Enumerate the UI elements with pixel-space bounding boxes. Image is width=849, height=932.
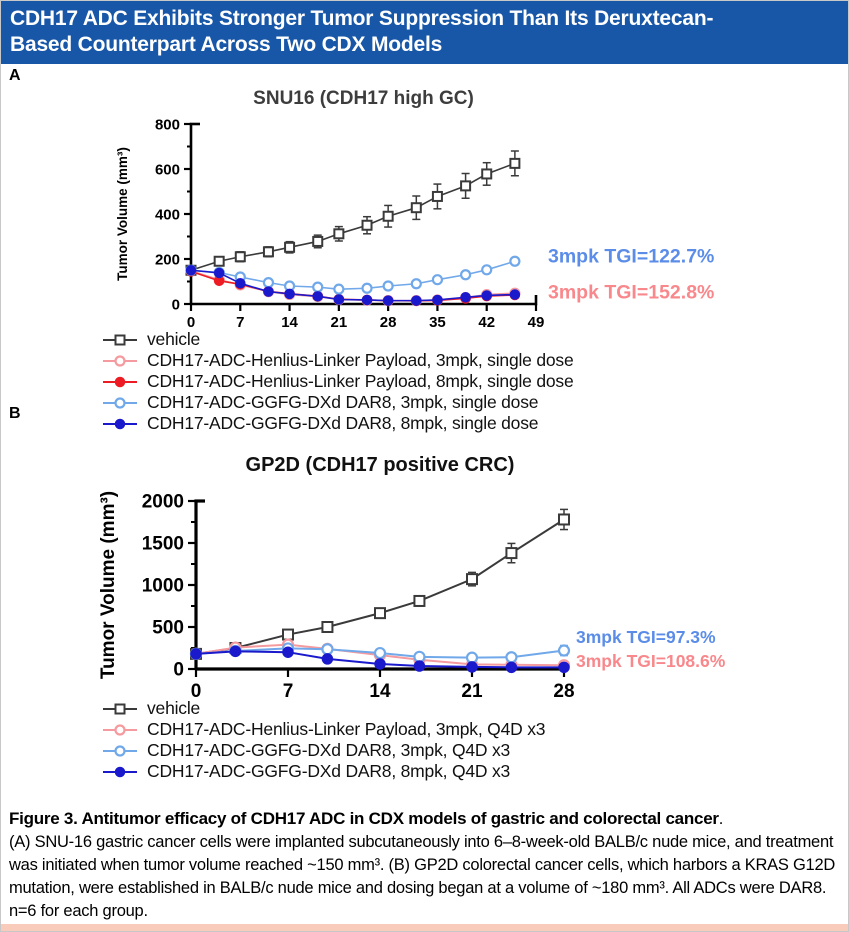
series-vehicle [185, 150, 521, 276]
figure-caption: Figure 3. Antitumor efficacy of CDH17 AD… [9, 807, 843, 923]
circle-open-legend-marker-icon [103, 354, 137, 367]
x-tick-label: 28 [553, 681, 574, 702]
legend-label: vehicle [147, 698, 201, 718]
tgi-annotation: 3mpk TGI=108.6% [576, 651, 726, 671]
y-tick-label: 2000 [142, 492, 184, 513]
y-axis-label: Tumor Volume (mm³) [115, 147, 130, 281]
caption-heading-period: . [718, 810, 724, 828]
caption-heading: Figure 3. Antitumor efficacy of CDH17 AD… [9, 809, 719, 828]
circle-filled-legend-marker-icon [103, 418, 137, 429]
y-tick-label: 1000 [142, 576, 184, 597]
x-tick-label: 14 [281, 314, 298, 331]
chart-gp2d: GP2D (CDH17 positive CRC) Tumor Volume (m… [98, 454, 726, 702]
x-tick-label: 0 [191, 681, 202, 702]
legend-item-cdh17-adc-ggfg-dxd-dar8-8mpk-single-dose: CDH17-ADC-GGFG-DXd DAR8, 8mpk, single do… [101, 413, 574, 434]
x-tick-label: 14 [369, 681, 391, 702]
chart-title: GP2D (CDH17 positive CRC) [246, 454, 515, 476]
y-tick-label: 500 [152, 618, 184, 639]
x-tick-label: 7 [283, 681, 294, 702]
y-tick-label: 800 [155, 116, 180, 133]
y-axis-label: Tumor Volume (mm³) [98, 491, 119, 679]
square-open-legend-marker-icon [103, 334, 137, 345]
legend-item-cdh17-adc-henlius-linker-payload-3mpk-q4d-x3: CDH17-ADC-Henlius-Linker Payload, 3mpk, … [101, 719, 546, 740]
legend-item-cdh17-adc-ggfg-dxd-dar8-3mpk-q4d-x3: CDH17-ADC-GGFG-DXd DAR8, 3mpk, Q4D x3 [101, 740, 545, 761]
series-cdh17-adc-ggfg-dxd-dar8-8mpk-single-dose [185, 265, 521, 306]
figure-title-banner: CDH17 ADC Exhibits Stronger Tumor Suppre… [1, 1, 848, 64]
figure-title-line1: CDH17 ADC Exhibits Stronger Tumor Suppre… [10, 7, 714, 30]
legend-item-cdh17-adc-henlius-linker-payload-8mpk-single-dose: CDH17-ADC-Henlius-Linker Payload, 8mpk, … [101, 371, 574, 392]
circle-open-legend-marker-icon [103, 723, 137, 736]
legend-item-vehicle: vehicle [101, 698, 545, 719]
y-tick-label: 1500 [142, 534, 184, 555]
panel-b-label: B [9, 405, 21, 422]
circle-filled-legend-marker-icon [103, 766, 137, 777]
x-tick-label: 28 [380, 314, 397, 331]
legend-item-cdh17-adc-ggfg-dxd-dar8-8mpk-q4d-x3: CDH17-ADC-GGFG-DXd DAR8, 8mpk, Q4D x3 [101, 761, 545, 782]
square-open-legend-marker-icon [103, 703, 137, 714]
chart-snu16: SNU16 (CDH17 high GC) Tumor Volume (mm³) 0… [115, 88, 714, 331]
chart-title: SNU16 (CDH17 high GC) [253, 88, 474, 109]
y-tick-label: 0 [173, 660, 184, 681]
circle-open-legend-marker-icon [103, 396, 137, 409]
x-tick-label: 7 [236, 314, 244, 331]
circle-open-legend-marker-icon [103, 744, 137, 757]
x-tick-label: 49 [528, 314, 545, 331]
x-tick-label: 21 [331, 314, 348, 331]
legend-label: CDH17-ADC-Henlius-Linker Payload, 8mpk, … [147, 371, 574, 391]
y-tick-label: 0 [172, 296, 180, 313]
chart-gp2d-legend: vehicle CDH17-ADC-Henlius-Linker Payload,… [101, 698, 546, 782]
footer-accent-bar [1, 924, 848, 931]
x-tick-label: 42 [478, 314, 495, 331]
legend-label: vehicle [147, 329, 201, 349]
legend-label: CDH17-ADC-GGFG-DXd DAR8, 3mpk, Q4D x3 [147, 740, 511, 760]
x-tick-label: 21 [461, 681, 483, 702]
legend-item-cdh17-adc-henlius-linker-payload-3mpk-single-dose: CDH17-ADC-Henlius-Linker Payload, 3mpk, … [101, 350, 574, 371]
legend-label: CDH17-ADC-GGFG-DXd DAR8, 8mpk, Q4D x3 [147, 761, 511, 781]
circle-filled-legend-marker-icon [103, 376, 137, 387]
legend-label: CDH17-ADC-GGFG-DXd DAR8, 3mpk, single do… [147, 392, 539, 412]
x-tick-label: 35 [429, 314, 446, 331]
legend-item-cdh17-adc-ggfg-dxd-dar8-3mpk-single-dose: CDH17-ADC-GGFG-DXd DAR8, 3mpk, single do… [101, 392, 574, 413]
series-cdh17-adc-ggfg-dxd-dar8-8mpk-q4d-x3 [190, 645, 570, 674]
y-tick-label: 200 [155, 251, 180, 268]
legend-label: CDH17-ADC-GGFG-DXd DAR8, 8mpk, single do… [147, 413, 539, 433]
legend-label: CDH17-ADC-Henlius-Linker Payload, 3mpk, … [147, 350, 574, 370]
legend-item-vehicle: vehicle [101, 329, 574, 350]
figure-title-line2: Based Counterpart Across Two CDX Models [10, 33, 443, 56]
legend-label: CDH17-ADC-Henlius-Linker Payload, 3mpk, … [147, 719, 546, 739]
y-tick-label: 400 [155, 206, 180, 223]
y-tick-label: 600 [155, 161, 180, 178]
panel-a-label: A [9, 67, 21, 84]
series-vehicle [190, 508, 570, 660]
tgi-annotation: 3mpk TGI=97.3% [576, 627, 716, 647]
x-tick-label: 0 [187, 314, 195, 331]
caption-body: (A) SNU-16 gastric cancer cells were imp… [9, 833, 836, 920]
tgi-annotation: 3mpk TGI=122.7% [548, 245, 714, 267]
chart-snu16-legend: vehicle CDH17-ADC-Henlius-Linker Payload,… [101, 329, 574, 434]
tgi-annotation: 3mpk TGI=152.8% [548, 281, 714, 303]
